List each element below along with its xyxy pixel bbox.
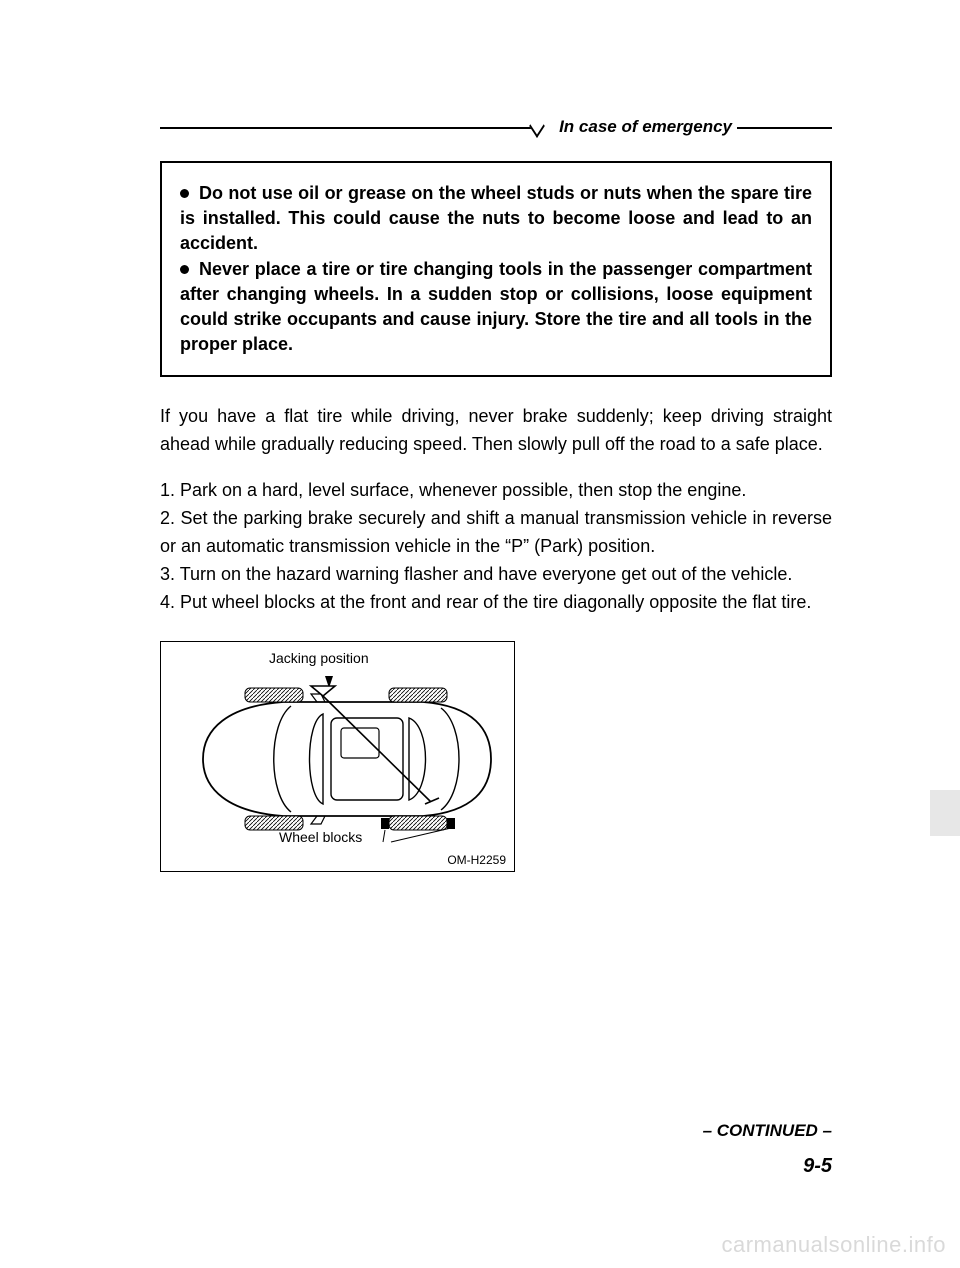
warning-box: Do not use oil or grease on the wheel st… (160, 161, 832, 377)
rule-notch (529, 114, 545, 138)
step-1: 1. Park on a hard, level surface, whenev… (160, 477, 832, 505)
figure-id: OM-H2259 (169, 849, 506, 867)
bullet-icon (180, 265, 189, 274)
warning-item-1: Do not use oil or grease on the wheel st… (180, 181, 812, 257)
watermark: carmanualsonline.info (721, 1232, 946, 1258)
steps-list: 1. Park on a hard, level surface, whenev… (160, 477, 832, 616)
bullet-icon (180, 189, 189, 198)
intro-paragraph: If you have a flat tire while driving, n… (160, 403, 832, 459)
page-number: 9-5 (703, 1155, 832, 1178)
figure-label-blocks: Wheel blocks (279, 829, 362, 845)
car-top-view-diagram (173, 674, 503, 849)
step-3: 3. Turn on the hazard warning flasher an… (160, 561, 832, 589)
page-footer: – CONTINUED – 9-5 (703, 1121, 832, 1178)
warning-text-2: Never place a tire or tire changing tool… (180, 259, 812, 355)
warning-item-2: Never place a tire or tire changing tool… (180, 257, 812, 358)
rule-left (160, 127, 540, 129)
continued-label: – CONTINUED – (703, 1121, 832, 1141)
figure-box: Jacking position (160, 641, 515, 872)
step-2: 2. Set the parking brake securely and sh… (160, 505, 832, 561)
step-4: 4. Put wheel blocks at the front and rea… (160, 589, 832, 617)
figure-label-jacking: Jacking position (269, 650, 369, 666)
thumb-tab (930, 790, 960, 836)
header-rule: In case of emergency (160, 115, 832, 143)
warning-text-1: Do not use oil or grease on the wheel st… (180, 183, 812, 253)
section-title: In case of emergency (559, 117, 732, 137)
rule-right (737, 127, 832, 129)
